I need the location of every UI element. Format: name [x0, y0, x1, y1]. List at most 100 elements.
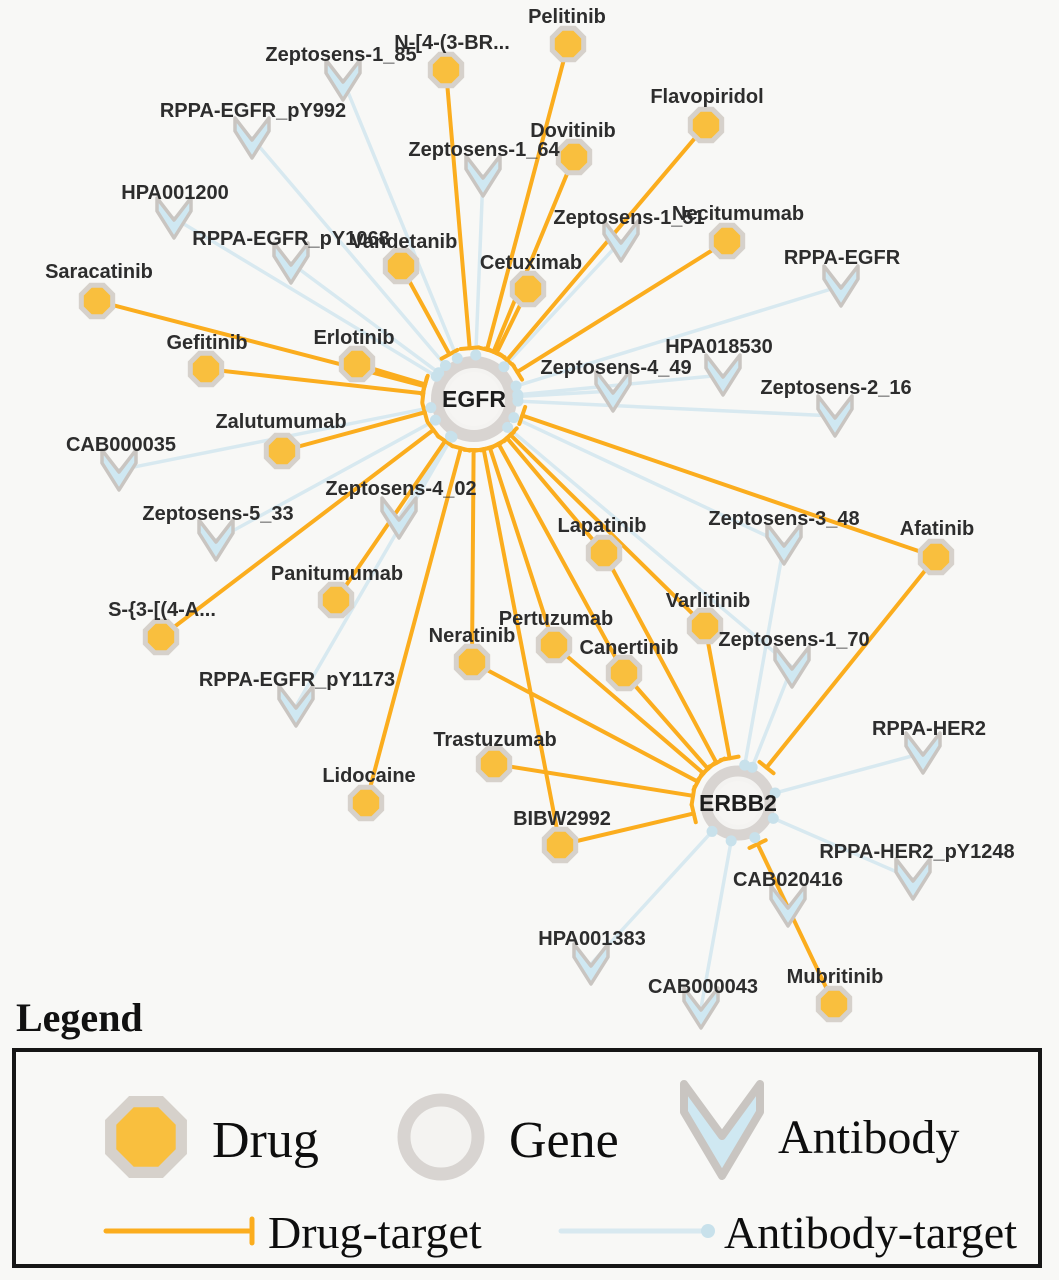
label-hpa001200: HPA001200	[121, 182, 228, 204]
antibody-node-zeptosens-3-48	[765, 522, 803, 566]
edge-drug-afatinib-egfr	[520, 413, 938, 559]
label-zeptosens-3-48: Zeptosens-3_48	[708, 508, 859, 530]
label-zeptosens-5-33: Zeptosens-5_33	[142, 503, 293, 525]
edge-antibody-zeptosens-4-02-egfr	[397, 437, 451, 520]
edge-drug-lapatinib-egfr	[504, 435, 606, 555]
dot-rppa-egfr-py992-egfr	[439, 359, 451, 371]
antibody-node-zeptosens-1-85	[324, 58, 362, 102]
label-mubritinib: Mubritinib	[787, 966, 884, 988]
label-cetuximab: Cetuximab	[480, 252, 582, 274]
antibody-node-rppa-her2	[904, 731, 942, 775]
edge-drug-lapatinib-erbb2	[602, 551, 719, 765]
tee-varlitinib-erbb2	[718, 754, 741, 762]
drug-node-lapatinib	[585, 534, 623, 572]
label-s-3-4-a: S-{3-[(4-A...	[108, 599, 216, 621]
antibody-node-rppa-egfr-py1068	[272, 241, 310, 285]
tee-n-4-3-br-egfr	[458, 345, 481, 351]
edge-drug-bibw2992-erbb2	[558, 811, 696, 847]
drug-node-saracatinib	[78, 282, 116, 320]
drug-node-n-4-3-br	[427, 51, 465, 89]
label-hpa001383: HPA001383	[538, 928, 645, 950]
edge-drug-varlitinib-erbb2	[703, 624, 732, 761]
label-rppa-her2: RPPA-HER2	[872, 718, 986, 740]
edge-antibody-zeptosens-2-16-egfr	[519, 399, 837, 418]
drug-node-zalutumumab	[263, 432, 301, 470]
label-rppa-egfr: RPPA-EGFR	[784, 247, 901, 269]
antibody-node-rppa-egfr-py992	[233, 116, 271, 160]
label-saracatinib: Saracatinib	[45, 261, 153, 283]
antibody-node-zeptosens-1-64	[464, 154, 502, 198]
edge-drug-pertuzumab-egfr	[487, 445, 556, 647]
antibody-node-hpa001383	[572, 942, 610, 986]
label-cab000035: CAB000035	[66, 434, 176, 456]
label-varlitinib: Varlitinib	[666, 590, 750, 612]
label-lidocaine: Lidocaine	[322, 765, 415, 787]
legend-antibody-icon	[680, 1080, 764, 1180]
drug-node-cetuximab	[509, 270, 547, 308]
gene-node-egfr	[431, 356, 517, 442]
label-vandetanib: Vandetanib	[351, 231, 458, 253]
drug-node-canertinib	[605, 654, 643, 692]
dot-zeptosens-5-33-egfr	[429, 414, 441, 426]
legend-antibody-target-label: Antibody-target	[724, 1207, 1017, 1258]
edge-antibody-zeptosens-1-85-egfr	[341, 78, 458, 358]
antibody-node-zeptosens-1-51	[602, 219, 640, 263]
dot-zeptosens-2-16-egfr	[512, 395, 524, 407]
drug-node-erlotinib	[338, 345, 376, 383]
antibody-node-rppa-her2-py1248	[894, 857, 932, 901]
dot-rppa-egfr-py1173-egfr	[446, 431, 458, 443]
tee-afatinib-erbb2	[757, 759, 776, 776]
label-erlotinib: Erlotinib	[313, 327, 394, 349]
edge-drug-mubritinib-erbb2	[755, 842, 836, 1006]
antibody-node-zeptosens-5-33	[197, 518, 235, 562]
legend-title: Legend	[16, 995, 143, 1040]
label-zeptosens-1-64: Zeptosens-1_64	[408, 139, 560, 161]
label-rppa-her2-py1248: RPPA-HER2_pY1248	[819, 841, 1014, 863]
label-rppa-egfr-py1173: RPPA-EGFR_pY1173	[199, 669, 395, 691]
tee-canertinib-erbb2	[699, 760, 717, 777]
gene-label-egfr: EGFR	[442, 386, 506, 412]
tee-zalutumumab-egfr	[420, 401, 430, 424]
edge-antibody-cab000043-erbb2	[699, 842, 733, 1010]
drug-node-necitumumab	[708, 222, 746, 260]
edge-antibody-zeptosens-3-48-erbb2	[743, 542, 786, 764]
edge-drug-gefitinib-egfr	[204, 367, 426, 396]
edge-antibody-zeptosens-3-48-egfr	[514, 417, 786, 546]
edge-antibody-rppa-egfr-py1173-egfr	[294, 437, 453, 708]
antibody-node-zeptosens-1-70	[773, 645, 811, 689]
legend-drug-icon	[105, 1096, 187, 1178]
label-gefitinib: Gefitinib	[166, 332, 247, 354]
label-neratinib: Neratinib	[429, 625, 516, 647]
legend-drug-target-label: Drug-target	[268, 1207, 482, 1258]
label-dovitinib: Dovitinib	[530, 120, 616, 142]
edge-drug-varlitinib-egfr	[508, 432, 707, 628]
label-bibw2992: BIBW2992	[513, 808, 611, 830]
edge-drug-bibw2992-egfr	[481, 447, 562, 847]
edge-drug-canertinib-egfr	[496, 441, 626, 675]
legend-antibody-target-line	[558, 1224, 715, 1238]
drug-node-mubritinib	[815, 985, 853, 1023]
label-zeptosens-1-85: Zeptosens-1_85	[265, 44, 416, 66]
label-zeptosens-2-16: Zeptosens-2_16	[760, 377, 911, 399]
tee-trastuzumab-erbb2	[689, 784, 697, 807]
antibody-node-zeptosens-4-49	[594, 369, 632, 413]
tee-vandetanib-egfr	[439, 347, 460, 361]
antibody-node-hpa001200	[155, 196, 193, 240]
drug-edges	[95, 42, 938, 1006]
label-flavopiridol: Flavopiridol	[650, 86, 763, 108]
tee-afatinib-egfr	[517, 404, 528, 427]
dot-zeptosens-1-70-egfr	[502, 421, 514, 433]
label-necitumumab: Necitumumab	[672, 203, 804, 225]
dot-zeptosens-1-51-egfr	[498, 361, 510, 373]
antibody-node-rppa-egfr	[822, 264, 860, 308]
label-cab000043: CAB000043	[648, 976, 758, 998]
dot-cab000035-egfr	[425, 402, 437, 414]
legend-drug-label: Drug	[212, 1112, 319, 1169]
dot-hpa001383-erbb2	[706, 825, 718, 837]
tee-bibw2992-egfr	[472, 445, 495, 453]
antibody-node-cab000043	[682, 986, 720, 1030]
drug-node-gefitinib	[187, 350, 225, 388]
gene-label-erbb2: ERBB2	[699, 790, 777, 816]
dot-zeptosens-1-70-erbb2	[746, 761, 758, 773]
drug-node-bibw2992	[541, 826, 579, 864]
